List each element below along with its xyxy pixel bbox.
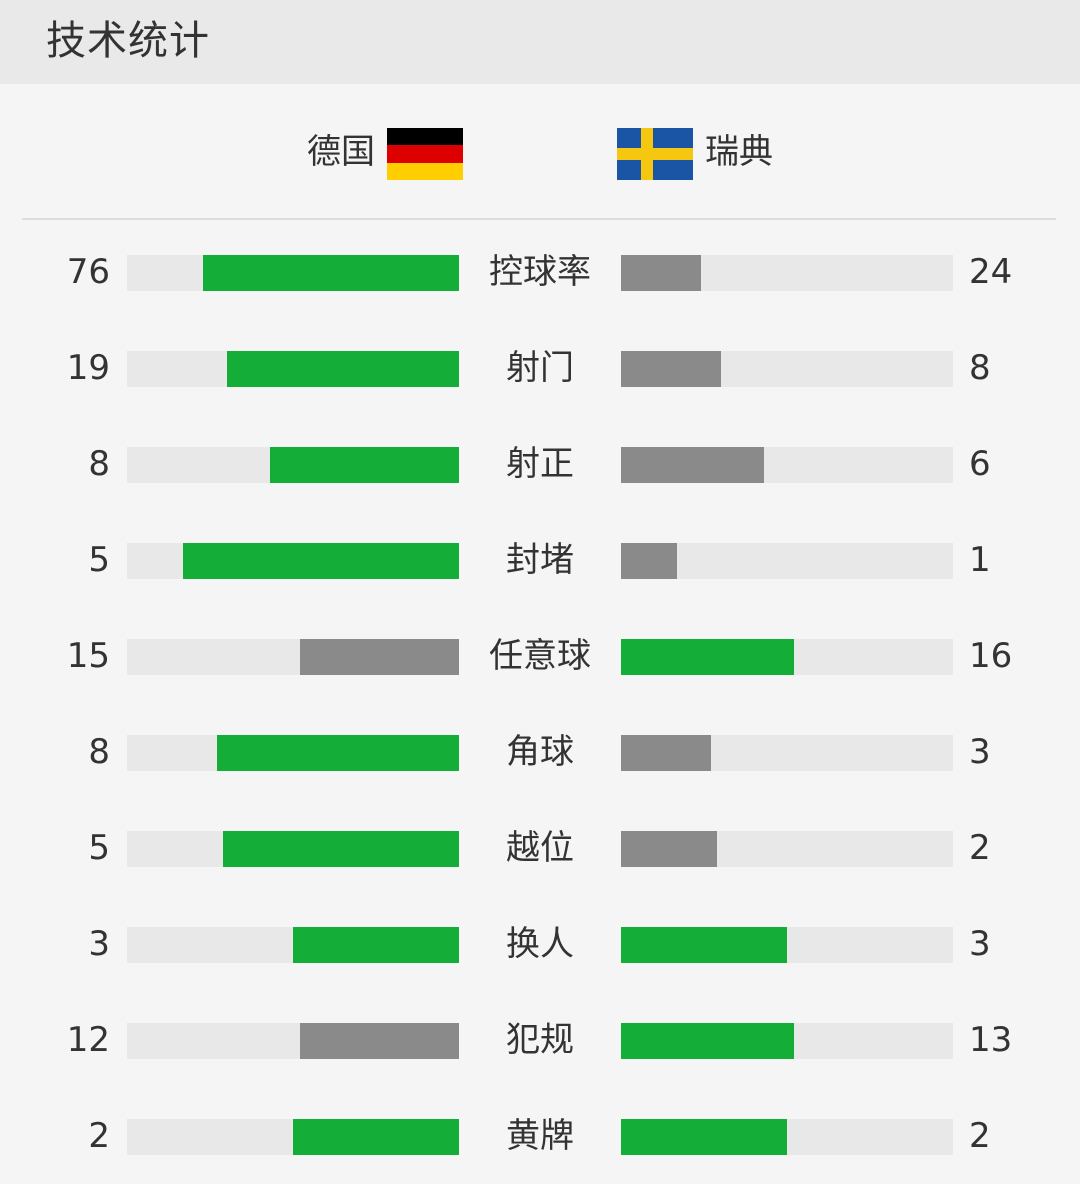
away-stat-value: 13 <box>969 1020 1013 1060</box>
home-stat-bar-track <box>127 255 459 291</box>
home-stat-value: 5 <box>88 540 110 580</box>
stat-row: 2 黄牌 2 <box>0 1088 1080 1184</box>
away-stat-bar-track <box>621 543 953 579</box>
away-stat-value: 3 <box>969 732 991 772</box>
stat-label: 越位 <box>506 828 574 868</box>
germany-flag-stripe-gold <box>387 162 463 180</box>
home-stat-bar <box>183 543 459 579</box>
away-stat-value: 2 <box>969 1116 991 1156</box>
page-title: 技术统计 <box>46 18 210 64</box>
stat-row: 8 角球 3 <box>0 704 1080 800</box>
home-stat-bar <box>293 927 459 963</box>
home-stat-bar-track <box>127 351 459 387</box>
stats-list: 76 控球率 24 19 射门 8 8 射正 6 5 封堵 1 15 任意球 16 8 角球 3 5 越位 2 3 换人 3 1… <box>0 224 1080 1184</box>
away-stat-value: 24 <box>969 252 1013 292</box>
home-stat-value: 5 <box>88 828 110 868</box>
header-bar: 技术统计 <box>0 0 1080 84</box>
germany-flag-stripe-red <box>387 145 463 163</box>
home-stat-bar <box>203 255 459 291</box>
home-stat-bar <box>270 447 459 483</box>
away-stat-bar <box>621 255 701 291</box>
home-stat-bar <box>293 1119 459 1155</box>
away-stat-value: 8 <box>969 348 991 388</box>
home-stat-value: 12 <box>66 1020 110 1060</box>
stat-row: 3 换人 3 <box>0 896 1080 992</box>
stat-row: 12 犯规 13 <box>0 992 1080 1088</box>
stat-row: 5 越位 2 <box>0 800 1080 896</box>
away-stat-bar-track <box>621 351 953 387</box>
away-stat-bar <box>621 831 717 867</box>
stat-row: 19 射门 8 <box>0 320 1080 416</box>
sweden-flag-cross-horizontal <box>617 148 693 160</box>
home-stat-value: 8 <box>88 732 110 772</box>
home-stat-bar-track <box>127 1023 459 1059</box>
stat-row: 8 射正 6 <box>0 416 1080 512</box>
away-stat-bar <box>621 1119 787 1155</box>
home-stat-bar <box>300 1023 459 1059</box>
germany-flag-stripe-black <box>387 128 463 146</box>
stat-label: 射门 <box>506 348 574 388</box>
away-stat-value: 1 <box>969 540 991 580</box>
stat-label: 换人 <box>506 924 574 964</box>
away-stat-bar-track <box>621 735 953 771</box>
away-stat-bar-track <box>621 927 953 963</box>
stat-label: 黄牌 <box>506 1116 574 1156</box>
stat-label: 控球率 <box>489 252 591 292</box>
stat-label: 任意球 <box>489 636 591 676</box>
teams-header: 德国 瑞典 <box>0 84 1080 218</box>
stat-row: 15 任意球 16 <box>0 608 1080 704</box>
home-stat-bar <box>227 351 459 387</box>
home-stat-bar <box>223 831 459 867</box>
home-stat-bar-track <box>127 735 459 771</box>
home-stat-bar-track <box>127 639 459 675</box>
home-team-name: 德国 <box>307 132 375 172</box>
stat-label: 犯规 <box>506 1020 574 1060</box>
stat-row: 76 控球率 24 <box>0 224 1080 320</box>
away-team-name: 瑞典 <box>705 132 773 172</box>
stat-label: 射正 <box>506 444 574 484</box>
away-stat-bar <box>621 543 677 579</box>
home-stat-bar-track <box>127 1119 459 1155</box>
home-stat-value: 19 <box>66 348 110 388</box>
germany-flag-icon <box>387 128 463 180</box>
home-stat-bar-track <box>127 831 459 867</box>
home-stat-value: 15 <box>66 636 110 676</box>
away-stat-bar-track <box>621 1023 953 1059</box>
home-stat-bar <box>217 735 459 771</box>
stat-row: 5 封堵 1 <box>0 512 1080 608</box>
away-stat-bar <box>621 1023 794 1059</box>
away-stat-value: 16 <box>969 636 1013 676</box>
stat-label: 角球 <box>506 732 574 772</box>
away-stat-bar <box>621 447 764 483</box>
away-stat-bar-track <box>621 1119 953 1155</box>
away-stat-bar-track <box>621 831 953 867</box>
home-stat-bar <box>300 639 459 675</box>
stat-label: 封堵 <box>506 540 574 580</box>
sweden-flag-icon <box>617 128 693 180</box>
divider <box>22 218 1056 220</box>
home-stat-value: 8 <box>88 444 110 484</box>
away-stat-value: 6 <box>969 444 991 484</box>
away-stat-bar <box>621 351 721 387</box>
away-stat-bar-track <box>621 447 953 483</box>
home-stat-bar-track <box>127 927 459 963</box>
home-stat-bar-track <box>127 447 459 483</box>
home-stat-value: 3 <box>88 924 110 964</box>
away-stat-bar <box>621 735 711 771</box>
away-stat-value: 2 <box>969 828 991 868</box>
away-stat-bar <box>621 927 787 963</box>
home-stat-value: 76 <box>66 252 110 292</box>
away-stat-bar <box>621 639 794 675</box>
away-stat-bar-track <box>621 639 953 675</box>
away-stat-value: 3 <box>969 924 991 964</box>
home-stat-value: 2 <box>88 1116 110 1156</box>
away-stat-bar-track <box>621 255 953 291</box>
home-stat-bar-track <box>127 543 459 579</box>
